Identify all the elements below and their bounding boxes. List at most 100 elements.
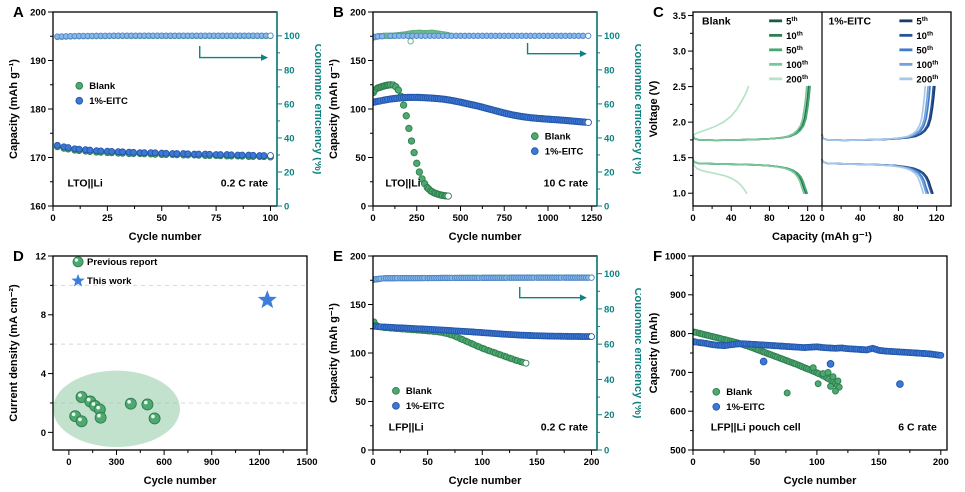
y2-tick-label: 0 [284,201,289,212]
panel-e: E 0 50 100 150 200 0 50 100 150 200 0 20 40 60 80 100 Cy… [325,246,644,488]
legend-item-label: 1%-EITC [89,96,128,107]
y-tick-label: 150 [350,56,366,67]
y-tick-label: 800 [670,329,686,340]
chart-d: 0 300 600 900 1200 1500 0 4 8 12 Cycle number Curre… [8,251,318,487]
x-tick-label: 1200 [249,457,270,468]
annotation-lfp-li: LFP||Li [389,422,424,434]
curve-blank-200th [692,85,750,195]
chart-a: 0 25 50 75 100 160 170 180 190 200 0 20 40 60 80 100 Cyc… [8,7,324,243]
y-tick-label: 1000 [665,251,686,262]
x-tick-label: 1250 [581,213,602,224]
y2-tick-label: 60 [604,340,615,351]
panel-label-b: B [333,4,344,21]
legend-item-label: 5th [786,16,797,28]
series-1-eitc-capacity [372,93,592,127]
y-tick-label: 200 [350,7,366,18]
efficiency-axis-arrow [526,43,587,58]
chart-host-c: 0 40 80 120 0 40 80 120 1.0 1.5 2.0 2.5 3.0 3.5 Capaci… [645,2,961,249]
y-tick-label: 50 [355,153,366,164]
x-tick-label: 120 [929,213,945,224]
legend-d: Previous report This work [71,256,158,287]
y-tick-label: 12 [35,251,46,262]
legend-item-label: Blank [545,132,572,143]
highlight-ellipse [53,370,180,448]
plot-area-d [53,290,277,448]
y-tick-label: 3.5 [673,11,687,22]
y2-axis-title: Coulombic efficiency (%) [632,44,641,175]
legend-item-label: 50th [786,45,803,57]
panel-label-f: F [653,248,663,265]
y2-axis-title: Coulombic efficiency (%) [312,44,321,175]
panel-d: D 0 300 600 900 1200 1500 0 4 8 12 Cycle number Cur… [5,246,321,488]
efficiency-axis-arrow [199,45,269,61]
y-axis-title: Current density (mA cm⁻²) [8,284,20,422]
series-this-work [257,290,277,309]
legend-b: Blank 1%-EITC [530,132,583,158]
x-tick-label: 500 [453,213,469,224]
y2-axis-title: Coulombic efficiency (%) [632,288,641,419]
series-blank-scatter [783,364,842,397]
series-1-eitc-coulombic-efficiency [54,32,274,40]
x-axis-title: Cycle number [449,231,522,243]
x-tick-label: 750 [496,213,512,224]
y-tick-label: 3.0 [673,46,686,57]
legend-item-label: Blank [406,386,433,397]
x-tick-label: 40 [726,213,737,224]
panel-f: F 0 50 100 150 200 500 600 700 800 900 1000 Cycle n… [645,246,961,488]
y2-tick-label: 60 [284,99,295,110]
x-tick-label: 600 [156,457,172,468]
chart-host-a: 0 25 50 75 100 160 170 180 190 200 0 20 40 60 80 100 Cyc… [5,2,324,249]
x-tick-label: 150 [871,457,887,468]
y2-tick-label: 40 [604,375,615,386]
y2-tick-label: 100 [604,31,620,42]
plot-area-e [372,274,595,367]
series-1-eitc-capacity [692,338,945,359]
panel-c: C 0 40 80 120 0 40 80 120 1.0 1.5 2.0 2.5 3.0 3.5 Capa… [645,2,961,244]
y-tick-label: 50 [355,397,366,408]
y2-tick-label: 0 [604,445,609,456]
y-tick-label: 150 [350,300,366,311]
x-tick-label: 100 [263,213,279,224]
y-axis-title: Capacity (mAh) [648,312,660,393]
y-tick-label: 100 [350,348,366,359]
legend-item-label: 100th [916,59,938,71]
x-tick-label: 0 [370,213,375,224]
efficiency-axis-arrow [519,287,587,302]
curve-1-eitc-200th [821,85,927,195]
y2-tick-label: 20 [604,410,615,421]
chart-host-e: 0 50 100 150 200 0 50 100 150 200 0 20 40 60 80 100 Cycl… [325,246,644,492]
chart-b: 0 250 500 750 1000 12500501001502000204060801… [328,7,644,243]
x-tick-label: 0 [50,213,55,224]
y-tick-label: 100 [350,104,366,115]
chart-e: 0 50 100 150 200 0 50 100 150 200 0 20 40 60 80 100 Cycl… [328,251,644,487]
x-axis-title: Cycle number [449,475,522,487]
annotation-6-c-rate: 6 C rate [898,422,937,434]
x-tick-label: 250 [409,213,425,224]
chart-host-f: 0 50 100 150 200 500 600 700 800 900 1000 Cycle num… [645,246,961,492]
y-tick-label: 2.5 [673,82,687,93]
y2-tick-label: 80 [604,304,615,315]
series-1-eitc-outliers [759,357,904,388]
y2-tick-label: 100 [284,31,300,42]
x-axis-title: Cycle number [784,475,857,487]
y-tick-label: 2.0 [673,118,686,129]
x-tick-label: 0 [690,213,695,224]
legend-1-eitc: 5th 10th 50th 100th 200th [899,16,938,85]
series-1-eitc-capacity [372,322,595,341]
plot-area-f [692,328,945,397]
x-axis-title: Cycle number [129,231,202,243]
series-1-eitc-coulombic-efficiency [372,32,592,40]
y-tick-label: 200 [350,251,366,262]
y-axis-title: Voltage (V) [648,80,660,137]
x-tick-label: 75 [211,213,222,224]
x-tick-label: 100 [809,457,825,468]
annotation-10-c-rate: 10 C rate [544,178,589,190]
x-tick-label: 80 [764,213,775,224]
y-tick-label: 170 [30,153,46,164]
legend-item-label: 1%-EITC [406,401,445,412]
y-axis-title: Capacity (mAh g⁻¹) [8,59,20,159]
x-tick-label: 120 [800,213,816,224]
x-axis-title: Cycle number [144,475,217,487]
x-tick-label: 25 [102,213,113,224]
